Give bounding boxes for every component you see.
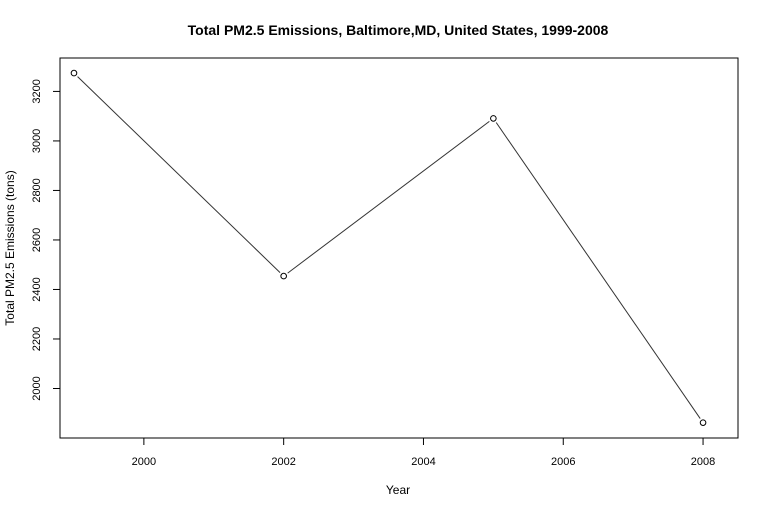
x-tick-label-2000: 2000: [132, 456, 156, 468]
data-series: [70, 69, 707, 426]
y-tick-label-3000: 3000: [31, 129, 43, 153]
plot-frame: [59, 57, 739, 439]
y-tick-label-3200: 3200: [31, 79, 43, 103]
x-tick-label-2002: 2002: [271, 456, 295, 468]
y-tick-label-2600: 2600: [31, 228, 43, 252]
line-segment-2005-2008: [495, 122, 701, 419]
y-tick-label-2800: 2800: [31, 178, 43, 202]
y-tick-label-2400: 2400: [31, 277, 43, 301]
data-point-2002: [280, 272, 287, 280]
x-axis: 2000 2002 2004 2006 2008: [132, 438, 715, 468]
x-axis-label: Year: [386, 483, 410, 497]
y-axis-label: Total PM2.5 Emissions (tons): [3, 170, 17, 325]
y-axis: 2000 2200 2400 2600 2800 3000 3200: [31, 79, 60, 401]
y-tick-label-2000: 2000: [31, 376, 43, 400]
line-segment-1999-2002: [77, 76, 281, 273]
x-tick-label-2004: 2004: [411, 456, 435, 468]
data-point-1999: [70, 69, 78, 77]
x-tick-label-2008: 2008: [691, 456, 715, 468]
chart-title: Total PM2.5 Emissions, Baltimore,MD, Uni…: [188, 22, 609, 38]
data-point-2005: [490, 115, 497, 122]
line-segment-2002-2005: [287, 121, 490, 274]
data-point-2008: [699, 419, 707, 426]
x-tick-label-2006: 2006: [551, 456, 575, 468]
y-tick-label-2200: 2200: [31, 327, 43, 351]
